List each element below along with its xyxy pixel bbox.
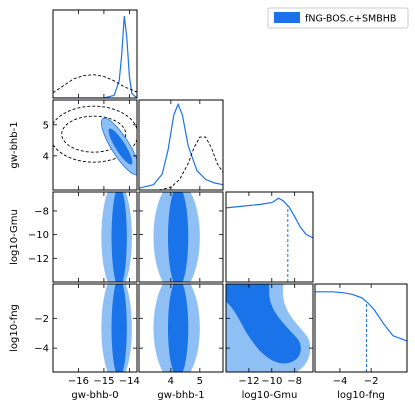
contour-68 (167, 284, 189, 372)
y-axis-label: gw-bhb-1 (9, 121, 20, 168)
x-axis-label: log10-Gmu (242, 390, 298, 401)
panel-frame (52, 283, 138, 373)
marginal-plot-area (139, 102, 223, 190)
y-tick-label: −4 (34, 344, 49, 355)
y-tick-label: 5 (43, 120, 49, 131)
x-tick-label: 5 (197, 376, 203, 387)
panel-2d-log10-Gmu-vs-log10-fng (225, 283, 314, 373)
panel-frame (52, 9, 138, 99)
x-tick-label: −4 (333, 376, 348, 387)
contour-area (153, 192, 200, 282)
contour-area (226, 284, 311, 372)
dashed-contour-95 (53, 105, 137, 163)
panel-2d-gw-bhb-0-vs-log10-fng (52, 283, 138, 373)
y-tick-label: −2 (34, 314, 49, 325)
y-axis-label: log10-fng (9, 304, 20, 352)
contour-68 (226, 284, 301, 364)
x-tick-label: −10 (261, 376, 282, 387)
panel-2d-gw-bhb-1-vs-log10-Gmu (138, 191, 224, 283)
y-axis-label: log10-Gmu (9, 209, 20, 265)
contour-68 (167, 192, 189, 282)
legend-swatch (274, 12, 300, 23)
panel-marginal-gw-bhb-0 (52, 9, 138, 99)
x-axis-label: gw-bhb-1 (157, 390, 204, 401)
contour-island (235, 335, 245, 360)
marginal-plot-area (315, 291, 407, 372)
contour-area (153, 284, 200, 372)
legend-label: fNG-BOS.c+SMBHB (305, 14, 396, 25)
panel-2d-gw-bhb-1-vs-log10-fng (138, 283, 224, 373)
y-tick-label: 4 (43, 151, 49, 162)
x-axis-label: log10-fng (337, 390, 385, 401)
marginal-curve-solid (226, 197, 313, 239)
x-tick-label: −14 (119, 376, 140, 387)
marginal-curve-dashed (139, 136, 223, 190)
contour-68 (111, 284, 127, 372)
panel-frame (52, 191, 138, 283)
marginal-curve-solid (139, 102, 223, 189)
panel-frame (138, 191, 224, 283)
x-tick-label: −16 (68, 376, 89, 387)
panel-frame (225, 191, 314, 283)
contour-68 (111, 192, 127, 282)
x-tick-label: −2 (364, 376, 379, 387)
panel-2d-gw-bhb-0-vs-gw-bhb-1 (52, 99, 138, 191)
y-tick-label: −12 (28, 254, 49, 265)
y-tick-label: −10 (28, 230, 49, 241)
marginal-curve-dashed (53, 74, 137, 94)
marginal-plot-area (226, 197, 313, 282)
contour-area (101, 284, 132, 372)
panel-2d-gw-bhb-0-vs-log10-Gmu (52, 191, 138, 283)
contour-area (101, 192, 132, 282)
panel-frame (138, 99, 224, 191)
panel-marginal-log10-fng (314, 283, 408, 373)
dashed-contour-68 (61, 115, 127, 153)
marginal-curve-solid (53, 16, 137, 98)
x-tick-label: 4 (168, 376, 174, 387)
panel-frame (314, 283, 408, 373)
legend-frame (267, 7, 409, 29)
x-axis-label: gw-bhb-0 (71, 390, 118, 401)
legend: fNG-BOS.c+SMBHB (267, 7, 409, 29)
marginal-plot-area (53, 16, 137, 98)
panel-marginal-log10-Gmu (225, 191, 314, 283)
x-tick-label: −12 (238, 376, 259, 387)
contour-area (53, 105, 137, 176)
contour-outline (100, 117, 137, 176)
x-tick-label: −8 (287, 376, 302, 387)
panel-frame (225, 283, 314, 373)
contour-68 (108, 128, 133, 165)
y-tick-label: −8 (34, 206, 49, 217)
marginal-curve-solid (315, 291, 407, 342)
x-tick-label: −15 (93, 376, 114, 387)
panel-frame (52, 99, 138, 191)
panel-frame (138, 283, 224, 373)
panel-marginal-gw-bhb-1 (138, 99, 224, 191)
